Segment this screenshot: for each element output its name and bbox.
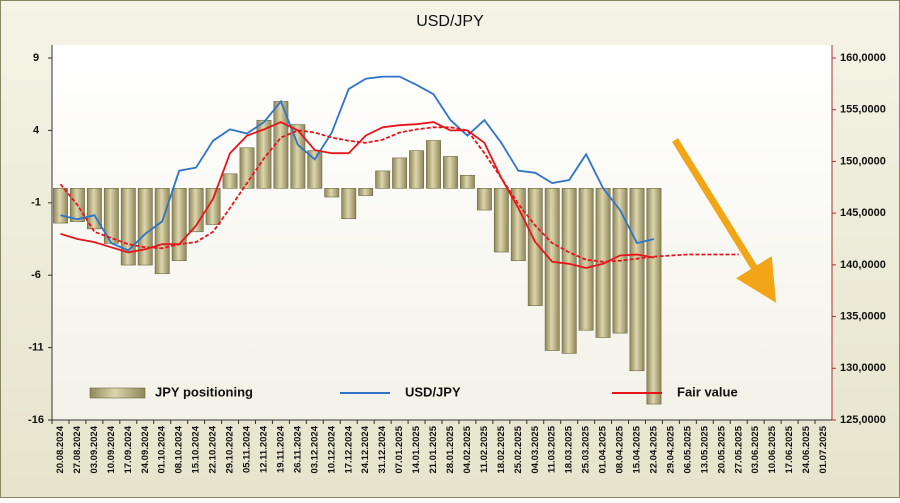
bar: [137, 188, 153, 266]
x-tick-label: 01.04.2025: [598, 425, 609, 473]
dashed-line: [59, 126, 739, 263]
y-tick-label: -1: [31, 197, 41, 209]
x-tick-label: 11.03.2025: [547, 425, 558, 473]
y2-tick-label: 135,0000: [840, 310, 886, 322]
x-tick-label: 01.07.2025: [818, 425, 829, 473]
x-tick-label: 28.01.2025: [445, 425, 456, 473]
x-tick-label: 31.12.2024: [377, 425, 388, 473]
line: [60, 75, 655, 252]
legend-label: USD/JPY: [405, 384, 461, 399]
bar: [646, 188, 662, 405]
x-tick-label: 27.08.2024: [72, 425, 83, 473]
bar: [629, 188, 645, 372]
legend-swatch: [89, 387, 146, 399]
y2-tick-label: 125,0000: [840, 414, 886, 426]
x-tick-label: 14.01.2025: [411, 425, 422, 473]
x-tick-label: 25.02.2025: [513, 425, 524, 473]
x-tick-label: 19.11.2024: [275, 425, 286, 473]
y2-tick-label: 145,0000: [840, 207, 886, 219]
bar: [154, 188, 170, 275]
x-tick-label: 10.09.2024: [106, 425, 117, 473]
bar: [544, 188, 560, 351]
x-tick-label: 24.09.2024: [140, 425, 151, 473]
x-tick-label: 20.05.2025: [716, 425, 727, 473]
bar: [205, 188, 221, 225]
x-tick-label: 08.10.2024: [174, 425, 185, 473]
x-tick-label: 25.03.2025: [581, 425, 592, 473]
x-tick-label: 11.02.2025: [479, 425, 490, 473]
legend-label: Fair value: [677, 384, 738, 399]
bar: [86, 188, 102, 230]
bar: [493, 188, 509, 253]
bar: [341, 188, 357, 220]
bar: [476, 188, 492, 211]
x-tick-label: 17.06.2025: [784, 425, 795, 473]
x-tick-label: 17.12.2024: [343, 425, 354, 473]
trend-arrow: [672, 138, 777, 303]
x-tick-label: 22.10.2024: [208, 425, 219, 473]
bar: [392, 157, 408, 189]
bar: [290, 124, 306, 189]
x-tick-label: 20.08.2024: [55, 425, 66, 473]
x-tick-label: 12.11.2024: [258, 425, 269, 473]
legend-label: JPY positioning: [155, 384, 253, 399]
line: [60, 121, 655, 269]
x-tick-label: 08.04.2025: [615, 425, 626, 473]
x-tick-label: 29.04.2025: [665, 425, 676, 473]
bar: [120, 188, 136, 266]
x-tick-label: 05.11.2024: [242, 425, 253, 473]
y-tick-label: -6: [31, 269, 41, 281]
x-tick-label: 24.06.2025: [801, 425, 812, 473]
x-tick-label: 10.12.2024: [326, 425, 337, 473]
x-tick-label: 07.01.2025: [394, 425, 405, 473]
x-tick-label: 18.02.2025: [496, 425, 507, 473]
x-tick-label: 22.04.2025: [648, 425, 659, 473]
bar: [375, 170, 391, 189]
x-tick-label: 06.05.2025: [682, 425, 693, 473]
x-tick-label: 21.01.2025: [428, 425, 439, 473]
bar: [409, 150, 424, 189]
x-tick-label: 15.04.2025: [632, 425, 643, 473]
x-tick-label: 10.06.2025: [767, 425, 778, 473]
x-tick-label: 17.09.2024: [123, 425, 134, 473]
x-tick-label: 01.10.2024: [157, 425, 168, 473]
x-tick-label: 13.05.2025: [699, 425, 710, 473]
bar: [527, 188, 543, 306]
bar: [578, 188, 594, 331]
bar: [510, 188, 526, 262]
y2-tick-label: 155,0000: [840, 104, 886, 116]
bar: [222, 173, 238, 189]
x-tick-label: 27.05.2025: [733, 425, 744, 473]
x-tick-label: 03.06.2025: [750, 425, 761, 473]
bar: [256, 119, 272, 189]
bar: [358, 188, 374, 196]
x-tick-label: 03.09.2024: [89, 425, 100, 473]
x-tick-label: 24.12.2024: [360, 425, 371, 473]
x-tick-label: 26.11.2024: [292, 425, 303, 473]
x-tick-label: 18.03.2025: [564, 425, 575, 473]
y-tick-label: 9: [33, 52, 39, 64]
bar: [324, 188, 340, 198]
y-tick-label: 4: [33, 124, 40, 136]
bar: [171, 188, 187, 262]
bar: [53, 188, 68, 224]
y-tick-label: -16: [28, 414, 44, 426]
y-tick-label: -11: [28, 342, 43, 354]
bar: [561, 188, 577, 354]
x-tick-label: 29.10.2024: [225, 425, 236, 473]
y2-tick-label: 130,0000: [840, 362, 886, 374]
y2-tick-label: 160,0000: [840, 52, 886, 64]
x-tick-label: 15.10.2024: [191, 425, 202, 473]
x-tick-label: 03.12.2024: [309, 425, 320, 473]
y2-tick-label: 140,0000: [840, 259, 886, 271]
y2-tick-label: 150,0000: [840, 155, 886, 167]
bar: [443, 156, 458, 189]
chart-title: USD/JPY: [416, 13, 484, 30]
bar: [426, 140, 441, 189]
x-tick-label: 04.02.2025: [462, 425, 473, 473]
x-tick-label: 04.03.2025: [530, 425, 541, 473]
bar: [460, 174, 475, 189]
